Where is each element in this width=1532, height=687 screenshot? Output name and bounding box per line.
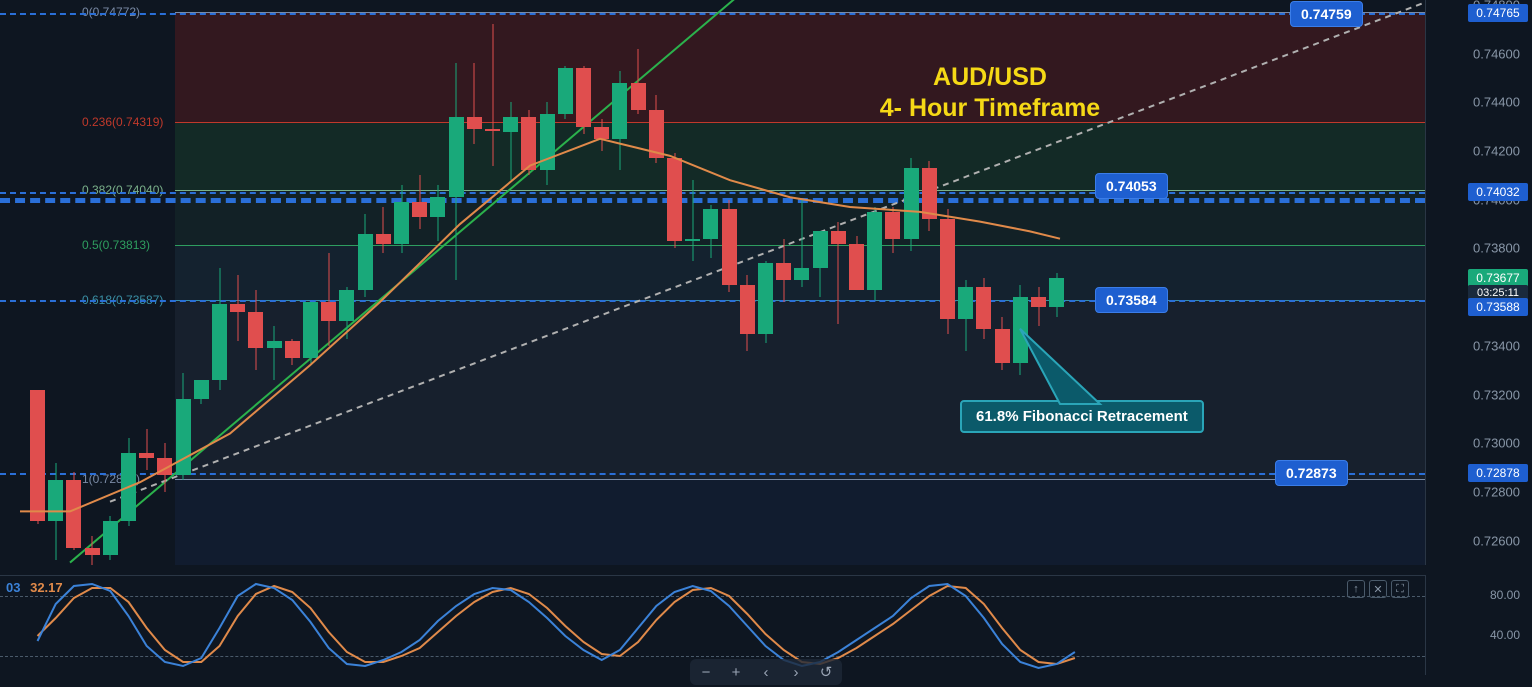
title-line2: 4- Hour Timeframe [820,93,1160,124]
zoom-in-button[interactable]: + [722,661,750,683]
chart-navigation-toolbar: − + ‹ › ↺ [690,659,842,685]
price-axis[interactable]: 0.748000.746000.744000.742000.740000.738… [1425,0,1532,565]
fib-level-label: 0.382(0.74040) [82,183,163,197]
chart-title: AUD/USD 4- Hour Timeframe [820,62,1160,125]
price-tick: 0.73200 [1473,387,1520,402]
main-price-chart[interactable]: 0(0.74772) 0.236(0.74319) 0.382(0.74040) 0.… [0,0,1425,565]
price-tick: 0.72600 [1473,533,1520,548]
price-tick: 0.73400 [1473,338,1520,353]
price-callout: 0.72873 [1275,460,1348,486]
price-tick: 0.73800 [1473,241,1520,256]
fib-info-callout: 61.8% Fibonacci Retracement [960,400,1204,433]
title-line1: AUD/USD [820,62,1160,93]
scroll-right-button[interactable]: › [782,661,810,683]
indicator-close-button[interactable]: ✕ [1369,580,1387,598]
price-callout: 0.73584 [1095,287,1168,313]
fib-level-label: 0.236(0.74319) [82,115,163,129]
price-callout: 0.74053 [1095,173,1168,199]
indicator-maximize-button[interactable]: ⛶ [1391,580,1409,598]
fib-level-label: 0.5(0.73813) [82,238,150,252]
price-tick: 0.74400 [1473,95,1520,110]
indicator-tick: 80.00 [1490,588,1520,602]
indicator-move-up-button[interactable]: ↑ [1347,580,1365,598]
scroll-left-button[interactable]: ‹ [752,661,780,683]
price-callout: 0.74759 [1290,1,1363,27]
reset-button[interactable]: ↺ [812,661,840,683]
indicator-axis: 80.00 40.00 [1425,575,1532,675]
price-tick: 0.74600 [1473,46,1520,61]
price-tick: 0.72800 [1473,484,1520,499]
price-tick: 0.74200 [1473,143,1520,158]
price-badge: 0.74765 [1468,4,1528,22]
zoom-out-button[interactable]: − [692,661,720,683]
price-badge: 0.72878 [1468,464,1528,482]
price-badge: 0.74032 [1468,183,1528,201]
indicator-tick: 40.00 [1490,628,1520,642]
fib-level-label: 0(0.74772) [82,5,140,19]
price-tick: 0.73000 [1473,436,1520,451]
price-badge: 0.73588 [1468,298,1528,316]
